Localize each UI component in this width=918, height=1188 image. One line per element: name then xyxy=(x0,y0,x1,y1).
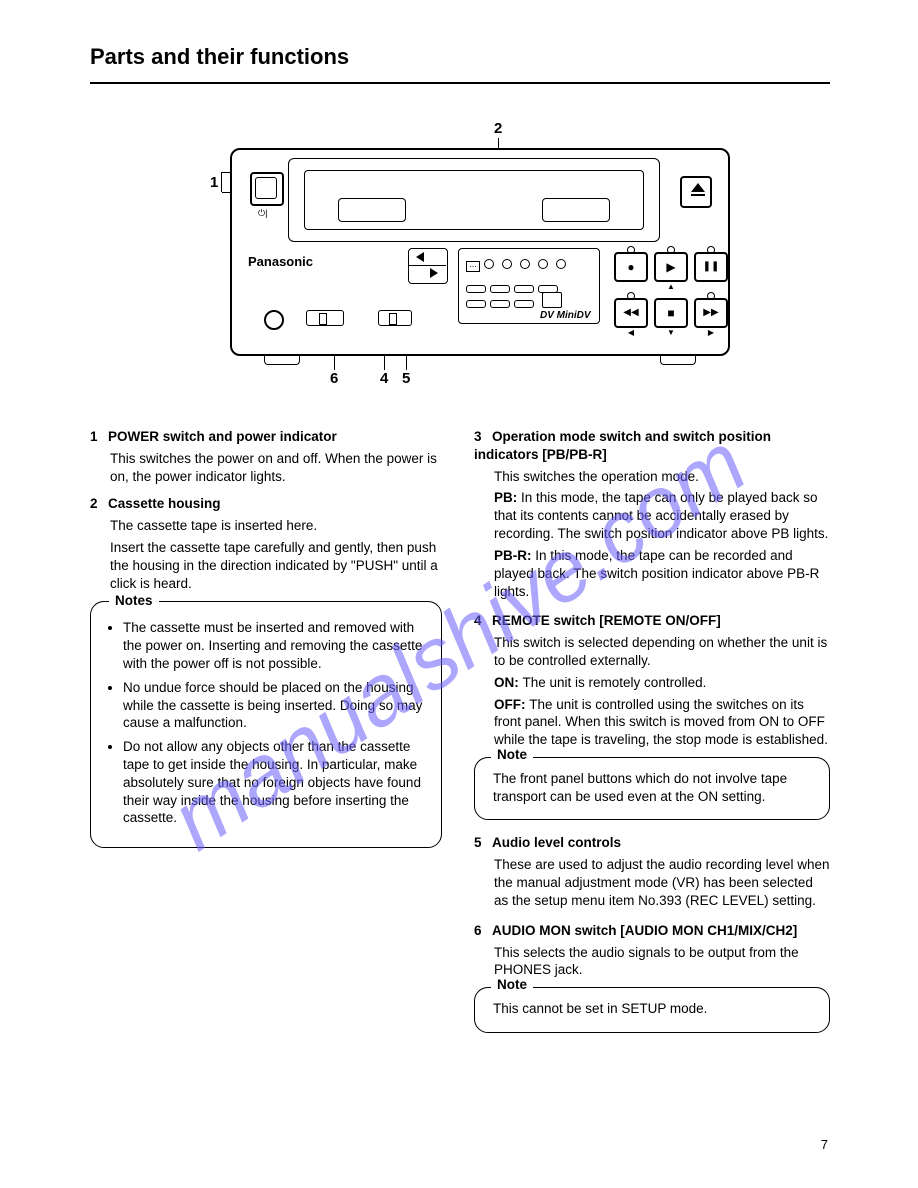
play-button-icon: ▶ ▲ xyxy=(654,252,688,282)
rew-button-icon: ◀◀ ◀ xyxy=(614,298,648,328)
entry-5-title: Audio level controls xyxy=(492,835,621,850)
notes-heading: Notes xyxy=(109,592,159,610)
page-number: 7 xyxy=(821,1137,828,1152)
dv-label: DV MiniDV xyxy=(540,310,591,321)
entry-3-pbr: PB-R: In this mode, the tape can be reco… xyxy=(474,547,830,600)
brand-label: Panasonic xyxy=(248,254,313,269)
entry-4-body: This switch is selected depending on whe… xyxy=(474,634,830,670)
slider-icon xyxy=(378,310,412,326)
entry-5-body: These are used to adjust the audio recor… xyxy=(474,856,830,909)
callout-2: 2 xyxy=(494,120,502,137)
phones-jack-icon xyxy=(264,310,284,330)
entry-4-note: The front panel buttons which do not inv… xyxy=(493,770,817,806)
left-column: 1POWER switch and power indicator This s… xyxy=(90,428,442,848)
page-title: Parts and their functions xyxy=(90,44,349,69)
entry-4-title: REMOTE switch [REMOTE ON/OFF] xyxy=(492,613,721,628)
entry-4-off: OFF: The unit is controlled using the sw… xyxy=(474,696,830,749)
note-item: No undue force should be placed on the h… xyxy=(123,679,427,732)
entry-6-title: AUDIO MON switch [AUDIO MON CH1/MIX/CH2] xyxy=(492,923,797,938)
entry-3-body: This switches the operation mode. xyxy=(474,468,830,486)
title-rule xyxy=(90,82,830,84)
callout-5: 5 xyxy=(402,370,410,387)
entry-2-title: Cassette housing xyxy=(108,496,221,511)
mode-switch-icon xyxy=(408,248,448,284)
device-diagram: ⏻| Panasonic ⋯ DV MiniDV ● ▶ ▲ xyxy=(230,148,730,356)
note-heading: Note xyxy=(491,746,533,764)
note-box: Note This cannot be set in SETUP mode. xyxy=(474,987,830,1033)
entry-2-body1: The cassette tape is inserted here. xyxy=(90,517,442,535)
entry-4-on: ON: The unit is remotely controlled. xyxy=(474,674,830,692)
callout-6: 6 xyxy=(330,370,338,387)
entry-1-title: POWER switch and power indicator xyxy=(108,429,337,444)
note-heading: Note xyxy=(491,976,533,994)
rec-button-icon: ● xyxy=(614,252,648,282)
note-item: Do not allow any objects other than the … xyxy=(123,738,427,827)
entry-3-title: Operation mode switch and switch positio… xyxy=(474,429,771,462)
stop-button-icon: ■ ▼ xyxy=(654,298,688,328)
entry-6-body: This selects the audio signals to be out… xyxy=(474,944,830,980)
entry-1-body: This switches the power on and off. When… xyxy=(90,450,442,486)
note-box: Note The front panel buttons which do no… xyxy=(474,757,830,820)
entry-3-pb: PB: In this mode, the tape can only be p… xyxy=(474,489,830,542)
power-symbol-icon: ⏻| xyxy=(258,208,267,219)
entry-2-body2: Insert the cassette tape carefully and g… xyxy=(90,539,442,592)
pause-button-icon: ❚❚ xyxy=(694,252,728,282)
eject-button-icon xyxy=(680,176,712,208)
notes-box: Notes The cassette must be inserted and … xyxy=(90,601,442,849)
callout-4: 4 xyxy=(380,370,388,387)
callout-1: 1 xyxy=(210,174,218,191)
entry-6-note: This cannot be set in SETUP mode. xyxy=(493,1000,817,1018)
right-column: 3Operation mode switch and switch positi… xyxy=(474,428,830,1033)
ff-button-icon: ▶▶ ▶ xyxy=(694,298,728,328)
note-item: The cassette must be inserted and remove… xyxy=(123,619,427,672)
slider-icon xyxy=(306,310,344,326)
